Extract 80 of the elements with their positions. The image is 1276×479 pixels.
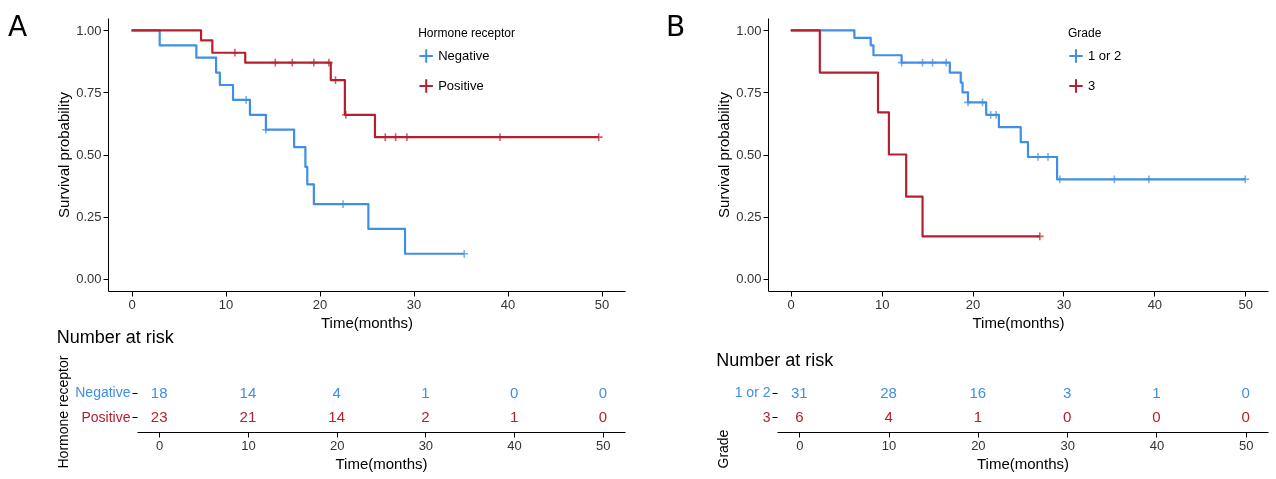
chart-title: Number at risk [56,327,175,348]
data-label: 3 [1062,383,1072,401]
y-tick-label: 1 or 2 [734,384,771,401]
y-axis-title: Grade [714,429,731,469]
y-tick-label: 0.50 [736,147,762,162]
x-tick-label: 50 [594,296,610,312]
data-label: 28 [880,383,897,401]
text: A [8,10,28,43]
data-label: 6 [795,408,804,426]
text: B [666,10,686,43]
x-tick-label: 40 [507,437,522,453]
data-label: 31 [790,383,808,401]
data-label: 2 [421,408,430,426]
data-label: 1 [421,383,430,401]
y-tick-label: 1.00 [736,22,762,38]
legend-title: Grade [1068,26,1102,40]
x-tick-label: 20 [329,437,345,453]
data-label: 0 [1062,408,1072,426]
data-label: 1 [973,408,983,426]
data-label: 1 [509,408,519,426]
y-axis-title: Survival probability [55,91,73,218]
x-tick-label: 10 [241,437,256,453]
x-tick-label: 40 [500,296,516,312]
x-tick-label: 20 [971,437,986,453]
y-tick-label: Negative [75,384,131,401]
data-label: 0 [509,383,519,401]
data-label: 0 [1241,408,1250,426]
x-tick-label: 30 [1056,296,1072,312]
legend-label: Negative [438,48,490,63]
data-label: 0 [598,383,607,401]
x-tick-label: 0 [128,296,136,312]
data-label: 4 [332,383,341,401]
y-tick-label: 0.25 [736,209,762,225]
x-tick-label: 20 [965,296,981,312]
y-tick-label: Positive [81,408,131,425]
x-axis-title: Time(months) [321,313,413,331]
data-label: 0 [598,408,607,426]
legend-title: Hormone receptor [418,26,515,40]
x-tick-label: 50 [1238,437,1254,453]
x-tick-label: 30 [406,296,422,312]
data-label: 21 [239,408,257,426]
chart-title: Number at risk [716,350,835,370]
y-tick-label: 0.25 [76,209,102,225]
y-tick-label: 0.75 [736,84,762,100]
x-tick-label: 10 [218,296,234,312]
x-tick-label: 20 [312,296,328,312]
x-tick-label: 10 [874,296,890,312]
y-axis-title: Hormone receptor [55,355,72,469]
x-tick-label: 0 [796,437,804,453]
data-label: 0 [1152,408,1161,426]
y-tick-label: 0.00 [736,271,762,287]
x-tick-label: 0 [156,437,164,453]
x-axis-title: Time(months) [335,454,428,472]
x-tick-label: 30 [1060,437,1075,453]
data-label: 16 [969,383,987,401]
x-tick-label: 0 [787,296,795,312]
y-tick-label: 0.75 [76,84,102,100]
data-label: 14 [239,383,257,401]
legend-label: Positive [438,78,484,93]
data-label: 23 [150,408,168,426]
y-tick-label: 3 [762,408,771,425]
x-tick-label: 30 [418,437,434,453]
x-tick-label: 50 [1238,296,1254,312]
x-tick-label: 40 [1149,437,1165,453]
data-label: 14 [328,408,345,426]
data-label: 0 [1241,383,1250,401]
data-label: 1 [1152,383,1161,401]
x-tick-label: 40 [1147,296,1163,312]
x-axis-title: Time(months) [977,454,1069,472]
y-tick-label: 0.50 [76,147,102,162]
x-tick-label: 50 [596,437,611,453]
x-axis-title: Time(months) [972,313,1065,331]
x-tick-label: 10 [881,437,897,453]
legend-label: 1 or 2 [1088,48,1122,63]
data-label: 18 [150,383,168,401]
data-label: 4 [884,408,893,426]
y-tick-label: 1.00 [76,22,102,38]
y-tick-label: 0.00 [76,271,102,287]
legend-label: 3 [1088,78,1096,93]
y-axis-title: Survival probability [715,91,733,218]
